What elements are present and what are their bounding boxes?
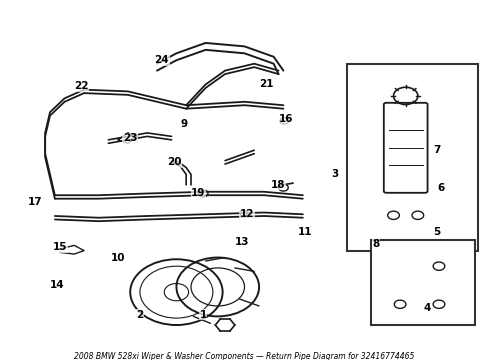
Text: 6: 6 <box>437 183 444 193</box>
Text: 19: 19 <box>191 189 205 198</box>
Text: 10: 10 <box>111 252 125 262</box>
Text: 9: 9 <box>180 119 187 129</box>
Text: 17: 17 <box>28 197 42 207</box>
Text: 4: 4 <box>422 303 429 313</box>
Text: 18: 18 <box>271 180 285 190</box>
Text: 7: 7 <box>432 145 439 155</box>
Text: 15: 15 <box>52 242 67 252</box>
Text: 11: 11 <box>297 226 312 237</box>
Bar <box>346 64 477 251</box>
Text: 5: 5 <box>432 226 439 237</box>
Text: 2008 BMW 528xi Wiper & Washer Components — Return Pipe Diagram for 32416774465: 2008 BMW 528xi Wiper & Washer Components… <box>74 352 414 360</box>
Text: 24: 24 <box>154 55 169 65</box>
Text: 8: 8 <box>371 239 379 249</box>
Text: 20: 20 <box>166 157 181 167</box>
Text: 23: 23 <box>123 133 137 143</box>
FancyBboxPatch shape <box>383 103 427 193</box>
Text: 1: 1 <box>199 310 206 320</box>
Text: 13: 13 <box>234 237 249 247</box>
Bar <box>370 240 474 325</box>
Text: 12: 12 <box>239 209 254 219</box>
Text: 16: 16 <box>278 114 292 124</box>
Text: 21: 21 <box>259 80 273 90</box>
Text: 3: 3 <box>330 170 337 179</box>
Text: 2: 2 <box>136 310 143 320</box>
Text: 14: 14 <box>50 280 64 290</box>
Text: 22: 22 <box>74 81 89 91</box>
